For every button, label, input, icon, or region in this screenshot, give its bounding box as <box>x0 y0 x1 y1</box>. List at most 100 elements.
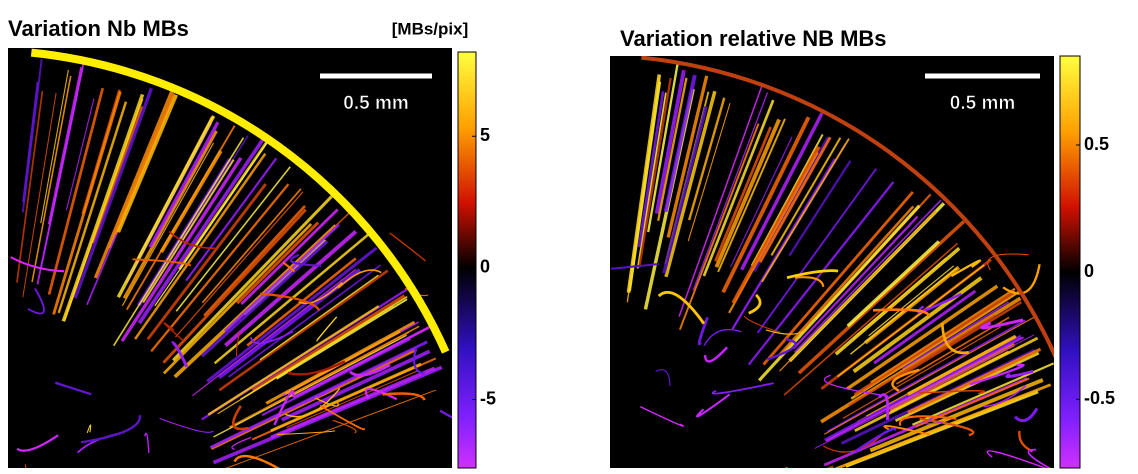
vessel <box>714 126 772 262</box>
vessel <box>711 382 774 395</box>
vessel <box>983 385 1027 408</box>
vessel <box>364 387 398 401</box>
vessel <box>924 419 943 425</box>
vessel <box>224 229 358 347</box>
cortex-surface <box>30 48 450 354</box>
vessel <box>786 269 839 279</box>
vessel <box>120 156 243 342</box>
vessel <box>192 268 357 397</box>
vessel <box>731 145 821 304</box>
vessel <box>209 340 428 449</box>
vessel <box>163 322 184 342</box>
vessel <box>276 298 408 380</box>
vessel <box>282 261 295 273</box>
vessel <box>172 195 333 362</box>
vessel <box>702 99 775 277</box>
vessel <box>251 294 406 392</box>
vessel <box>203 204 307 317</box>
vessel <box>823 374 889 397</box>
vessel <box>883 424 931 436</box>
vessel <box>235 331 241 356</box>
vessel <box>703 328 742 347</box>
colorbar-tick-label: -0.5 <box>1084 388 1115 408</box>
vessel <box>766 338 797 361</box>
vessel <box>1014 407 1039 423</box>
vessel <box>907 347 1042 415</box>
vessel <box>834 246 961 356</box>
vessel <box>298 282 343 305</box>
vessel <box>918 389 985 395</box>
vessel <box>794 276 825 288</box>
vessel <box>748 293 762 315</box>
image-content <box>10 48 452 468</box>
vessel <box>878 393 890 420</box>
vessel <box>1005 369 1034 379</box>
colorbar-tick-label: -5 <box>480 388 496 408</box>
vessel <box>175 191 304 338</box>
vessel <box>73 87 154 299</box>
vessel <box>825 336 1025 442</box>
vessel <box>22 92 57 298</box>
vessel <box>224 223 341 333</box>
vessel <box>647 62 679 233</box>
vessel <box>270 366 436 439</box>
vessel <box>36 62 85 285</box>
vessel <box>837 264 985 378</box>
vessel <box>792 215 919 350</box>
vessel <box>185 157 278 282</box>
vessel <box>286 370 419 428</box>
vessel <box>201 188 302 304</box>
vessel <box>868 265 955 337</box>
vessel <box>703 346 728 363</box>
vessel <box>636 92 667 269</box>
vessel <box>246 257 357 347</box>
vessel <box>758 136 832 263</box>
vessel <box>31 75 72 283</box>
vessel <box>154 140 269 307</box>
vessel <box>249 330 294 345</box>
vessel <box>894 351 1040 423</box>
vessel <box>740 112 824 271</box>
vessel <box>52 91 122 315</box>
vessel <box>869 378 1044 453</box>
vessel <box>657 77 688 221</box>
vessel <box>287 360 346 376</box>
vessel <box>687 97 726 221</box>
vessel <box>200 239 329 358</box>
vessel <box>273 390 295 426</box>
vessel <box>92 106 144 244</box>
vessel <box>218 269 389 392</box>
vessel <box>848 314 997 407</box>
vessel <box>638 77 672 268</box>
image-content <box>610 56 1054 468</box>
vessel <box>854 427 896 453</box>
vessel <box>678 85 763 317</box>
vessel <box>280 349 431 422</box>
vessel <box>1002 264 1041 295</box>
vessel <box>915 377 1030 428</box>
vessel <box>162 208 307 364</box>
vessel <box>827 319 1026 433</box>
vessel <box>783 242 958 396</box>
scale-bar-label: 0.5 mm <box>343 93 408 114</box>
vessel <box>765 325 810 335</box>
vessel <box>911 362 1054 426</box>
vessel <box>162 222 313 375</box>
vessel <box>980 318 1024 330</box>
vessel <box>696 393 731 418</box>
vessel <box>143 432 150 453</box>
vessel <box>168 230 215 250</box>
vessel <box>413 346 425 375</box>
vessel <box>240 208 339 305</box>
vessel <box>65 98 95 211</box>
vessel <box>756 168 878 334</box>
vessel <box>717 118 786 273</box>
vessel <box>225 389 437 468</box>
vessel <box>233 454 280 468</box>
vessel <box>259 292 321 312</box>
vessel <box>779 210 937 372</box>
vessel <box>846 240 941 328</box>
vessel <box>654 69 686 214</box>
vessel <box>148 121 220 249</box>
vessel <box>900 301 1022 377</box>
